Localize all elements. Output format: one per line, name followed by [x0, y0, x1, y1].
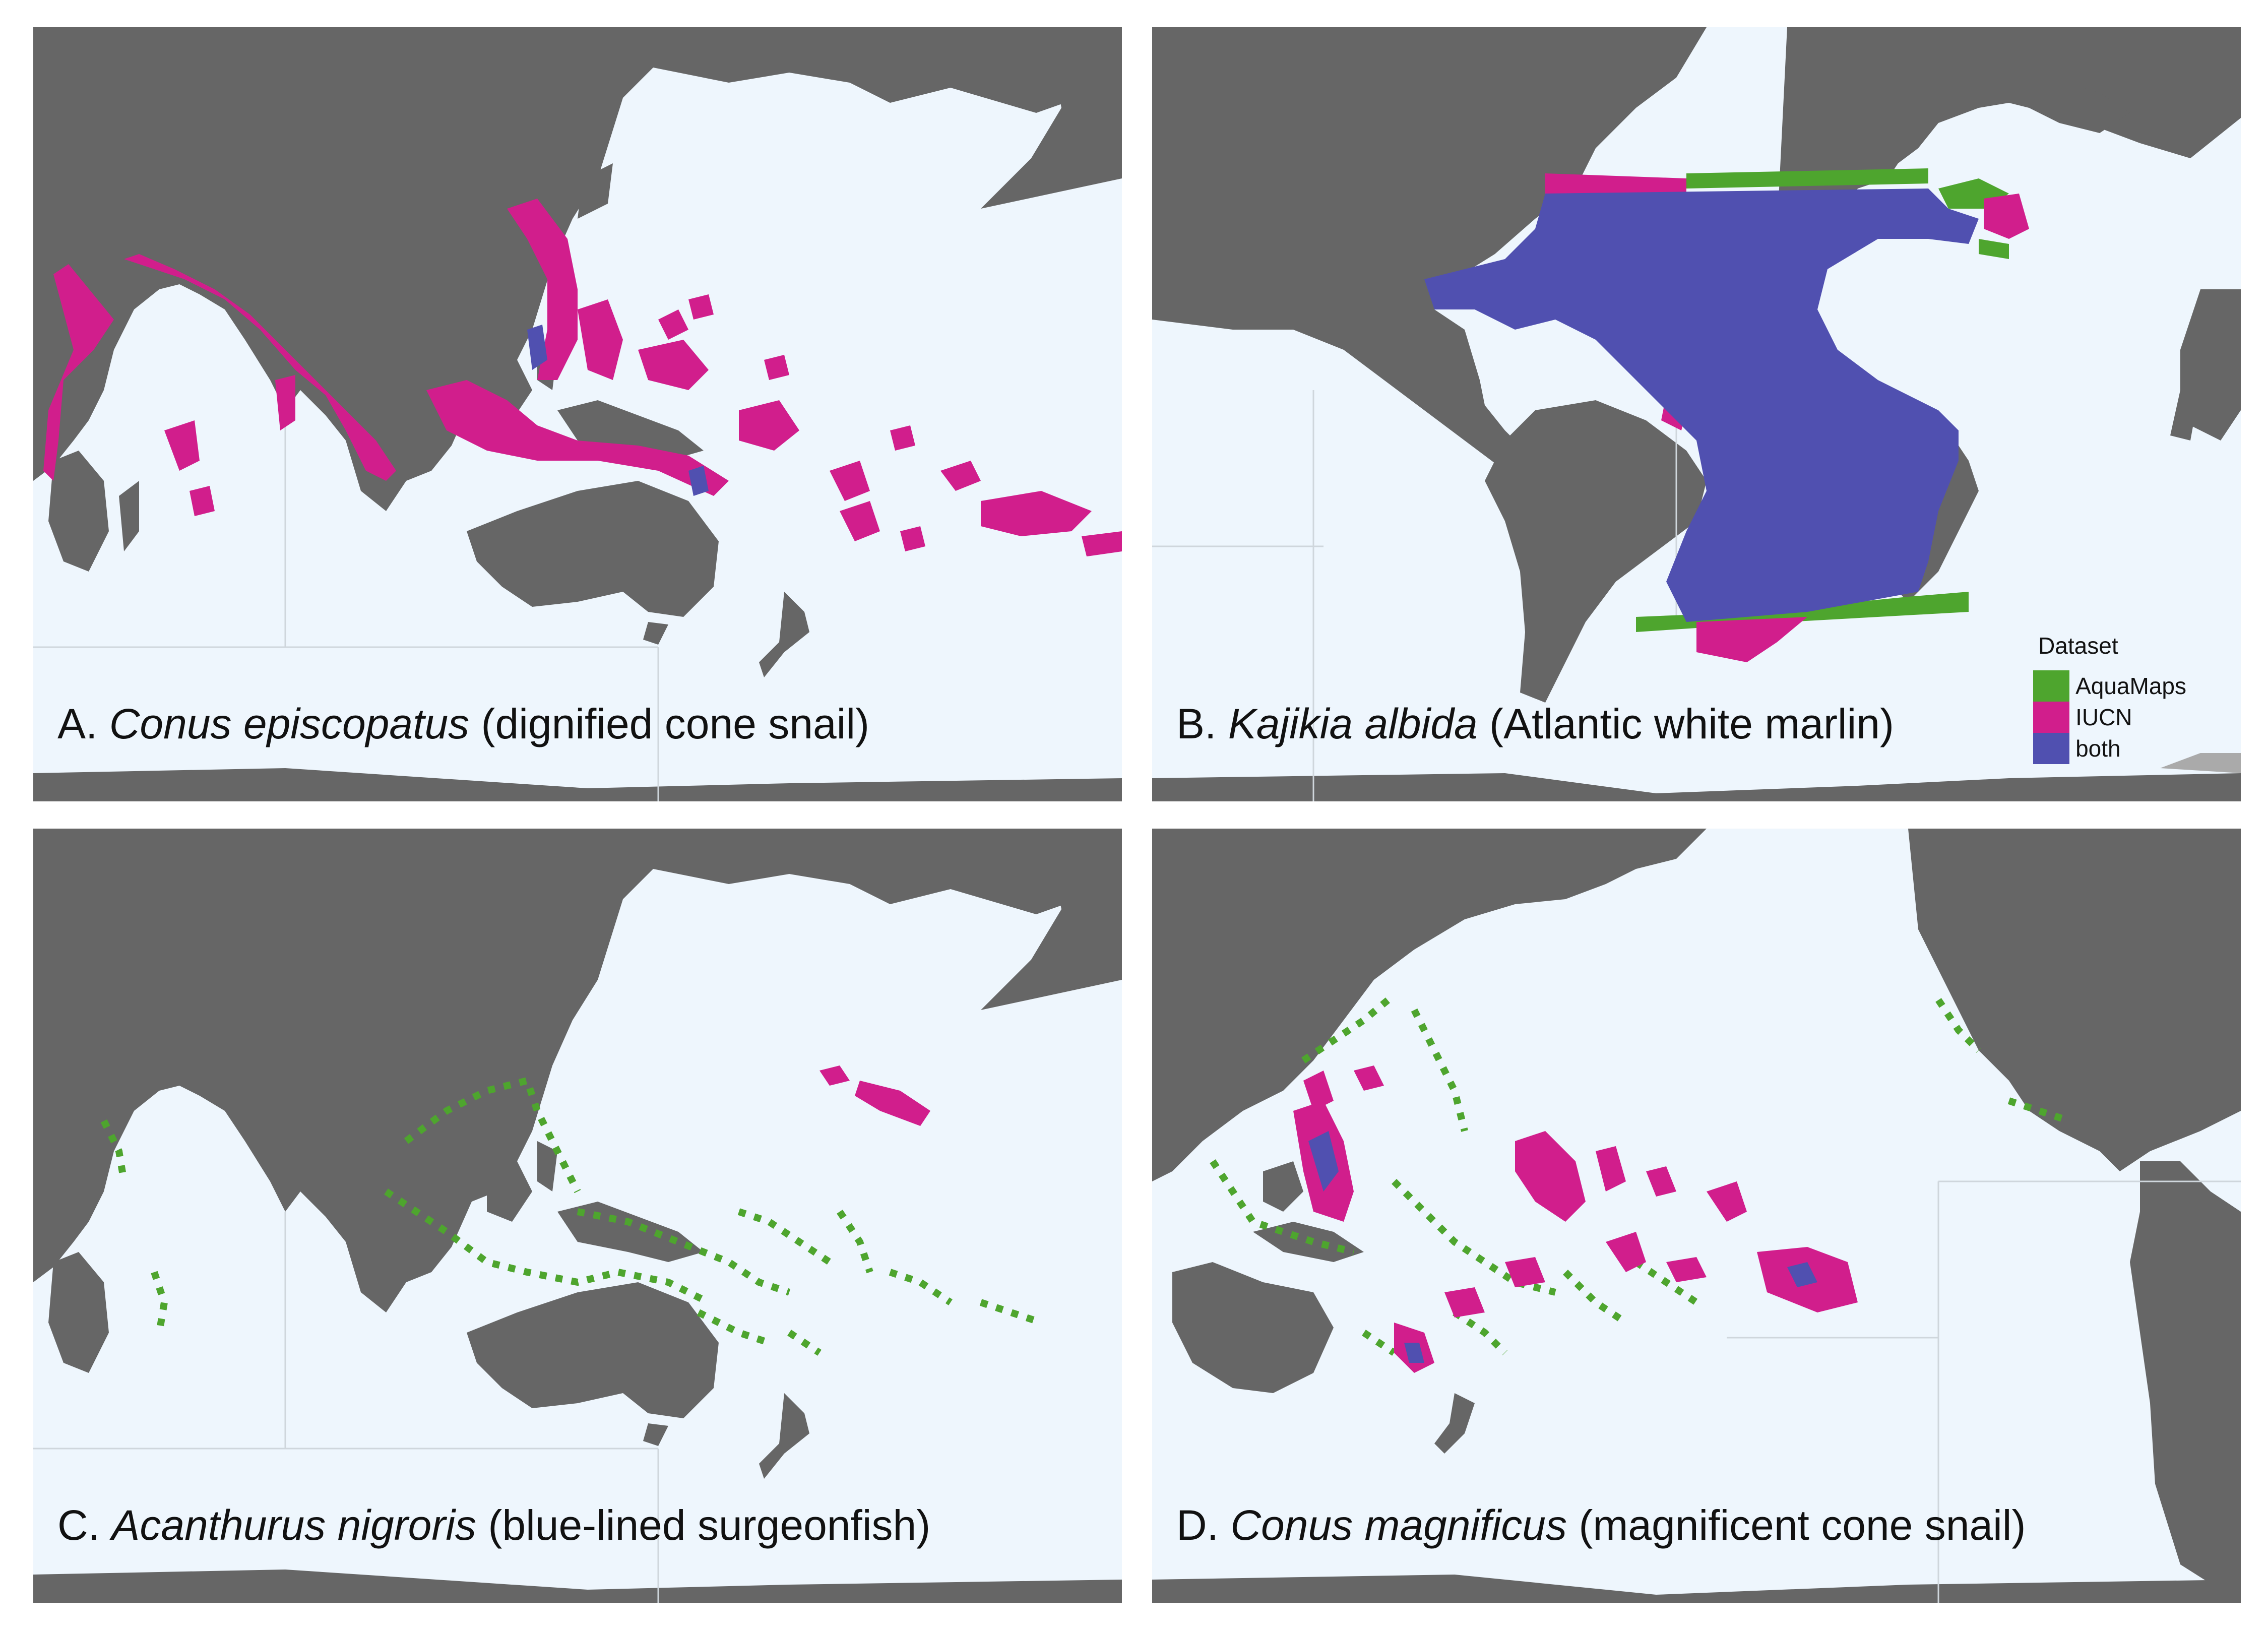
legend-label: IUCN: [2075, 704, 2132, 731]
caption-c: C. Acanthurus nigroris (blue-lined surge…: [57, 1504, 930, 1546]
legend: Dataset AquaMaps IUCN both: [2033, 632, 2186, 764]
caption-common-name: (dignified cone snail): [481, 700, 869, 747]
caption-common-name: (blue-lined surgeonfish): [488, 1501, 930, 1549]
legend-swatch: [2033, 670, 2069, 702]
legend-swatch: [2033, 702, 2069, 733]
legend-item-aquamaps: AquaMaps: [2033, 670, 2186, 702]
range-both: [1424, 189, 1979, 622]
legend-swatch: [2033, 733, 2069, 764]
land: [33, 829, 1122, 1603]
legend-title: Dataset: [2038, 632, 2186, 659]
caption-letter: C.: [57, 1501, 100, 1549]
map-panel-b: B. Kajikia albida (Atlantic white marlin…: [1152, 27, 2241, 801]
legend-item-both: both: [2033, 733, 2186, 764]
map-panel-c: C. Acanthurus nigroris (blue-lined surge…: [33, 829, 1122, 1603]
map-panel-a: A. Conus episcopatus (dignified cone sna…: [33, 27, 1122, 801]
map-d-svg: [1152, 829, 2241, 1603]
land: [33, 27, 1122, 801]
caption-scientific-name: Conus episcopatus: [109, 700, 469, 747]
caption-scientific-name: Acanthurus nigroris: [111, 1501, 476, 1549]
caption-d: D. Conus magnificus (magnificent cone sn…: [1176, 1504, 2026, 1546]
caption-common-name: (Atlantic white marlin): [1489, 700, 1894, 747]
caption-a: A. Conus episcopatus (dignified cone sna…: [57, 703, 869, 745]
map-a-svg: [33, 27, 1122, 801]
caption-b: B. Kajikia albida (Atlantic white marlin…: [1176, 703, 1894, 745]
caption-common-name: (magnificent cone snail): [1579, 1501, 2026, 1549]
range-iucn: [1293, 1065, 1858, 1373]
land: [1152, 829, 2241, 1603]
caption-scientific-name: Kajikia albida: [1228, 700, 1478, 747]
range-iucn: [820, 1065, 930, 1126]
legend-item-iucn: IUCN: [2033, 702, 2186, 733]
caption-letter: D.: [1176, 1501, 1219, 1549]
map-panel-d: D. Conus magnificus (magnificent cone sn…: [1152, 829, 2241, 1603]
caption-scientific-name: Conus magnificus: [1230, 1501, 1567, 1549]
legend-label: both: [2075, 735, 2121, 762]
caption-letter: B.: [1176, 700, 1216, 747]
legend-label: AquaMaps: [2075, 672, 2186, 700]
caption-letter: A.: [57, 700, 97, 747]
map-c-svg: [33, 829, 1122, 1603]
